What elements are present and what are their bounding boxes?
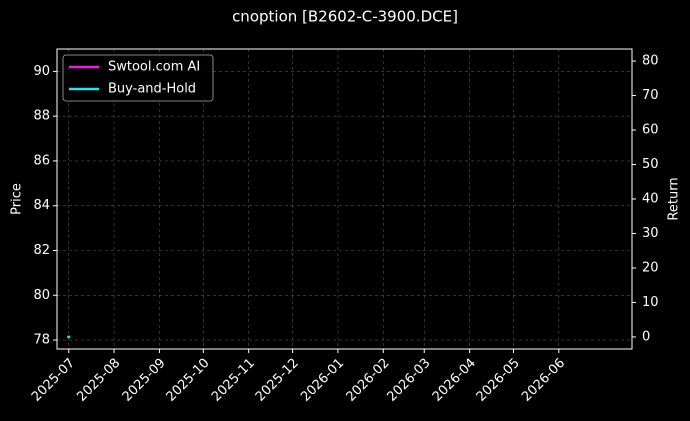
y-tick-label: 86 (33, 153, 50, 168)
y2-tick-label: 80 (642, 54, 659, 69)
y-tick-label: 88 (33, 109, 50, 124)
chart-title: cnoption [B2602-C-3900.DCE] (232, 8, 458, 26)
y-tick-label: 80 (33, 288, 50, 303)
y2-tick-label: 60 (642, 123, 659, 138)
y-axis-label: Price (10, 183, 25, 215)
y-tick-label: 82 (33, 243, 50, 258)
y2-tick-label: 50 (642, 157, 659, 172)
y2-tick-label: 40 (642, 192, 659, 207)
legend-box (62, 54, 214, 102)
y2-tick-label: 10 (642, 295, 659, 310)
y-tick-label: 90 (33, 64, 50, 79)
legend-label: Swtool.com AI (108, 60, 200, 75)
plot-frame (56, 48, 633, 350)
y-tick-label: 78 (33, 333, 50, 348)
y2-tick-label: 70 (642, 88, 659, 103)
y-tick-label: 84 (33, 198, 50, 213)
y2-tick-label: 30 (642, 226, 659, 241)
y2-tick-label: 20 (642, 260, 659, 275)
y2-tick-label: 0 (642, 329, 650, 344)
legend-label: Buy-and-Hold (108, 82, 196, 97)
y2-axis-label: Return (667, 177, 682, 220)
